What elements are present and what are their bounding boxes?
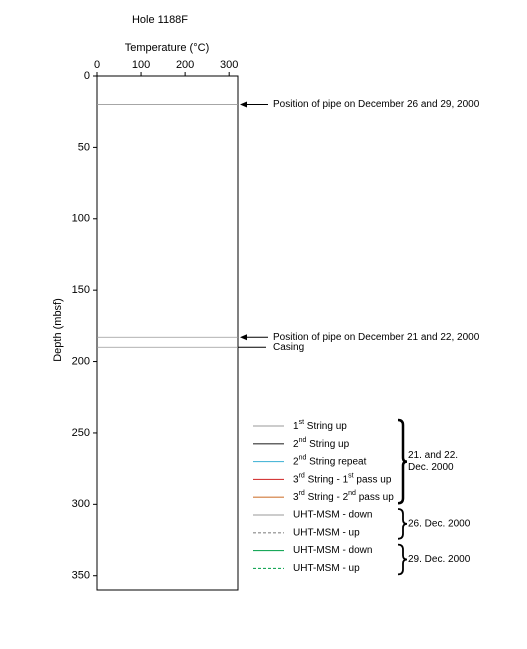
legend-group-label: 29. Dec. 2000 <box>408 554 471 565</box>
chart-title: Hole 1188F <box>132 14 188 26</box>
y-tick-label: 150 <box>72 284 90 296</box>
legend-label: UHT-MSM - down <box>293 545 372 556</box>
x-tick-label: 0 <box>94 59 100 71</box>
y-axis-label: Depth (mbsf) <box>52 298 64 362</box>
legend-group-label: 21. and 22. <box>408 450 458 461</box>
legend-label: UHT-MSM - down <box>293 510 372 521</box>
x-tick-label: 200 <box>176 59 194 71</box>
y-tick-label: 350 <box>72 570 90 582</box>
annotation-text: Position of pipe on December 21 and 22, … <box>273 332 480 343</box>
annotation-text: Casing <box>273 342 304 353</box>
legend-label: 3rd String - 1st pass up <box>293 473 392 485</box>
y-tick-label: 200 <box>72 355 90 367</box>
arrow-head <box>240 334 247 341</box>
legend-brace <box>397 543 408 576</box>
legend-label: 3rd String - 2nd pass up <box>293 491 394 503</box>
x-tick-label: 100 <box>132 59 150 71</box>
plot-frame <box>96 75 239 591</box>
legend-group-label: 26. Dec. 2000 <box>408 519 471 530</box>
y-tick-label: 0 <box>84 70 90 82</box>
x-tick-label: 300 <box>220 59 238 71</box>
y-tick-label: 300 <box>72 498 90 510</box>
annotation-text: Position of pipe on December 26 and 29, … <box>273 99 480 110</box>
y-tick-label: 250 <box>72 427 90 439</box>
legend-brace <box>397 418 408 505</box>
legend-brace <box>397 508 408 540</box>
y-tick-label: 100 <box>72 213 90 225</box>
y-tick-label: 50 <box>78 141 90 153</box>
legend-group-label: Dec. 2000 <box>408 462 454 473</box>
legend-label: 2nd String repeat <box>293 455 367 467</box>
legend-label: 2nd String up <box>293 437 350 449</box>
legend-label: 1st String up <box>293 419 347 431</box>
legend-label: UHT-MSM - up <box>293 563 360 574</box>
x-axis-label: Temperature (°C) <box>125 42 209 54</box>
arrow-head <box>240 101 247 108</box>
legend-label: UHT-MSM - up <box>293 527 360 538</box>
